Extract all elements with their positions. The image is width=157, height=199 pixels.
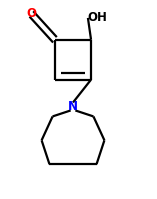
Text: OH: OH	[87, 11, 107, 24]
Text: O: O	[26, 7, 36, 20]
Text: N: N	[68, 100, 78, 113]
